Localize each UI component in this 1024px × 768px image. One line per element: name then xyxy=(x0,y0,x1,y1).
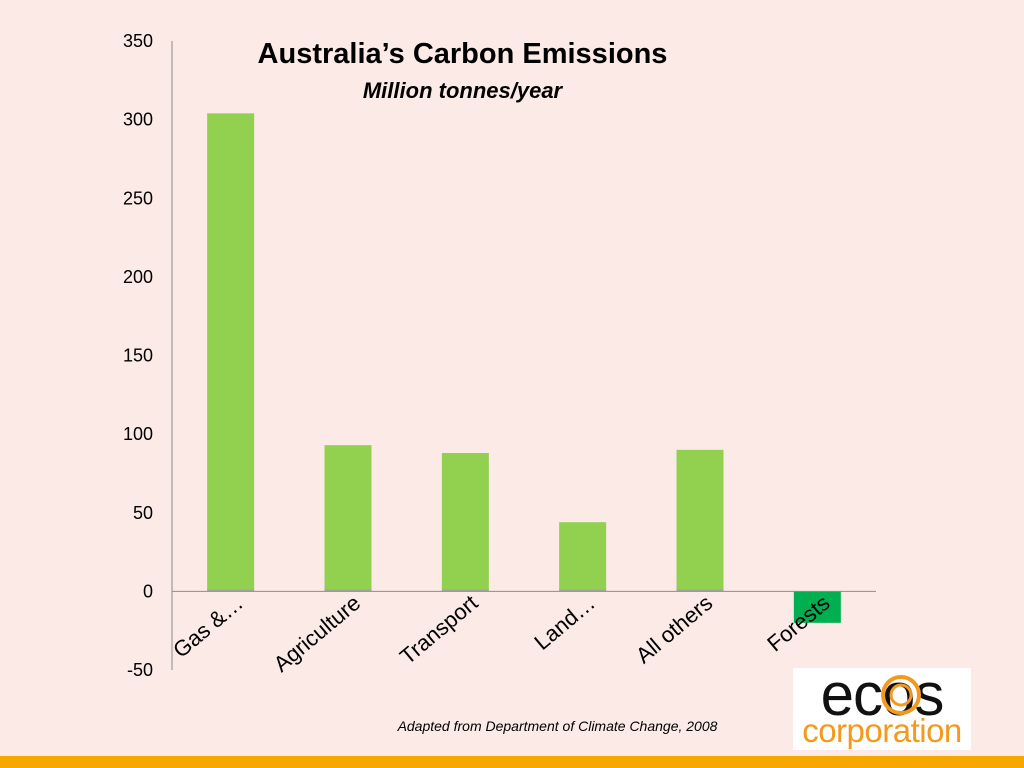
ecos-logo: ecos corporation xyxy=(793,661,971,750)
y-tick-label: 300 xyxy=(123,110,153,130)
logo-ring xyxy=(889,683,913,707)
footer-bar xyxy=(0,756,1024,768)
y-tick-label: 200 xyxy=(123,267,153,287)
category-label: Agriculture xyxy=(269,590,366,677)
bar xyxy=(793,591,841,623)
bar xyxy=(441,452,489,592)
y-tick-label: 50 xyxy=(133,503,153,523)
bar-base xyxy=(207,589,255,592)
bar-base xyxy=(441,589,489,592)
y-tick-label: 150 xyxy=(123,346,153,366)
bar-base xyxy=(324,589,372,592)
category-label: Transport xyxy=(395,590,483,669)
logo-subtext: corporation xyxy=(802,712,962,749)
bar xyxy=(207,113,255,592)
y-tick-label: 100 xyxy=(123,424,153,444)
category-label: Gas &… xyxy=(168,590,248,663)
category-label: Land… xyxy=(529,590,599,655)
logo-swirl-icon xyxy=(881,675,921,715)
chart-subtitle: Million tonnes/year xyxy=(362,78,563,103)
bar xyxy=(559,522,607,592)
y-tick-label: 250 xyxy=(123,188,153,208)
chart-title: Australia’s Carbon Emissions xyxy=(257,38,668,70)
y-tick-label: -50 xyxy=(127,660,153,680)
bar-base xyxy=(559,589,607,592)
category-label: All others xyxy=(631,590,717,668)
bar xyxy=(324,445,372,592)
y-tick-label: 350 xyxy=(123,31,153,51)
logo-ring xyxy=(881,675,921,715)
bar xyxy=(676,449,724,592)
bar-base xyxy=(676,589,724,592)
source-note: Adapted from Department of Climate Chang… xyxy=(397,718,718,734)
y-tick-label: 0 xyxy=(143,581,153,601)
